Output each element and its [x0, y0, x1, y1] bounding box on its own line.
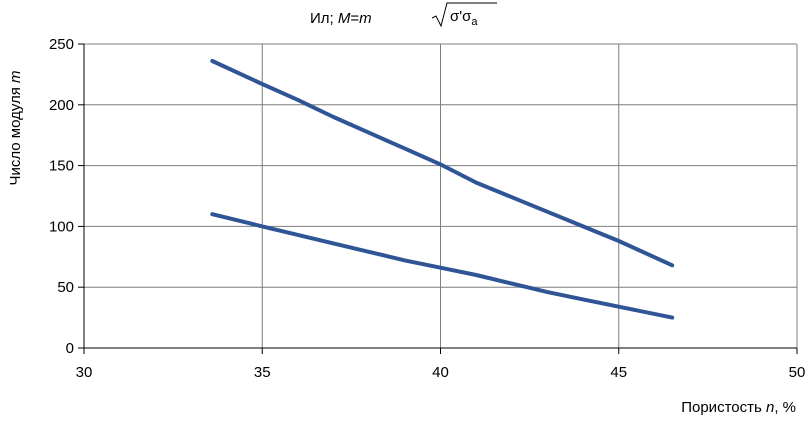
y-tick-label: 250	[49, 36, 74, 53]
series-line-2	[210, 212, 675, 320]
y-tick-label: 100	[49, 218, 74, 235]
title-M: M	[338, 10, 351, 27]
x-axis-label: Пористость n, %	[681, 399, 796, 416]
series-line-1	[210, 59, 675, 268]
x-axis-label-var: n	[766, 399, 774, 416]
x-tick-label: 30	[76, 364, 93, 381]
x-axis-label-prefix: Пористость	[681, 399, 766, 416]
y-tick-label: 0	[66, 340, 74, 357]
svg-text:σ'σa: σ'σa	[450, 8, 478, 28]
x-tick-labels: 30 35 40 45 50	[76, 364, 806, 381]
y-axis-label: Число модуля m	[7, 70, 24, 185]
y-axis-label-var: m	[7, 70, 24, 83]
y-axis-label-prefix: Число модуля	[7, 83, 24, 186]
chart-title: Ил; M=m σ'σa	[310, 2, 497, 28]
y-tick-label: 200	[49, 97, 74, 114]
title-subscript: a	[471, 16, 478, 28]
y-tick-label: 150	[49, 158, 74, 175]
title-prefix: Ил;	[310, 10, 338, 27]
title-sigma: σ'σ	[450, 8, 472, 25]
y-tick-label: 50	[57, 279, 74, 296]
gridlines	[84, 43, 798, 348]
title-sqrt-sign	[431, 2, 497, 28]
y-tick-labels: 0 50 100 150 200 250	[49, 36, 74, 357]
axes	[78, 43, 798, 354]
title-equals: =	[350, 10, 359, 27]
title-m: m	[359, 10, 372, 27]
series-lines	[210, 59, 675, 320]
svg-text:Ил; M=m: Ил; M=m	[310, 10, 372, 27]
x-tick-label: 40	[432, 364, 449, 381]
x-tick-label: 35	[254, 364, 271, 381]
x-tick-label: 50	[789, 364, 806, 381]
x-axis-label-suffix: , %	[774, 399, 796, 416]
x-tick-label: 45	[610, 364, 627, 381]
